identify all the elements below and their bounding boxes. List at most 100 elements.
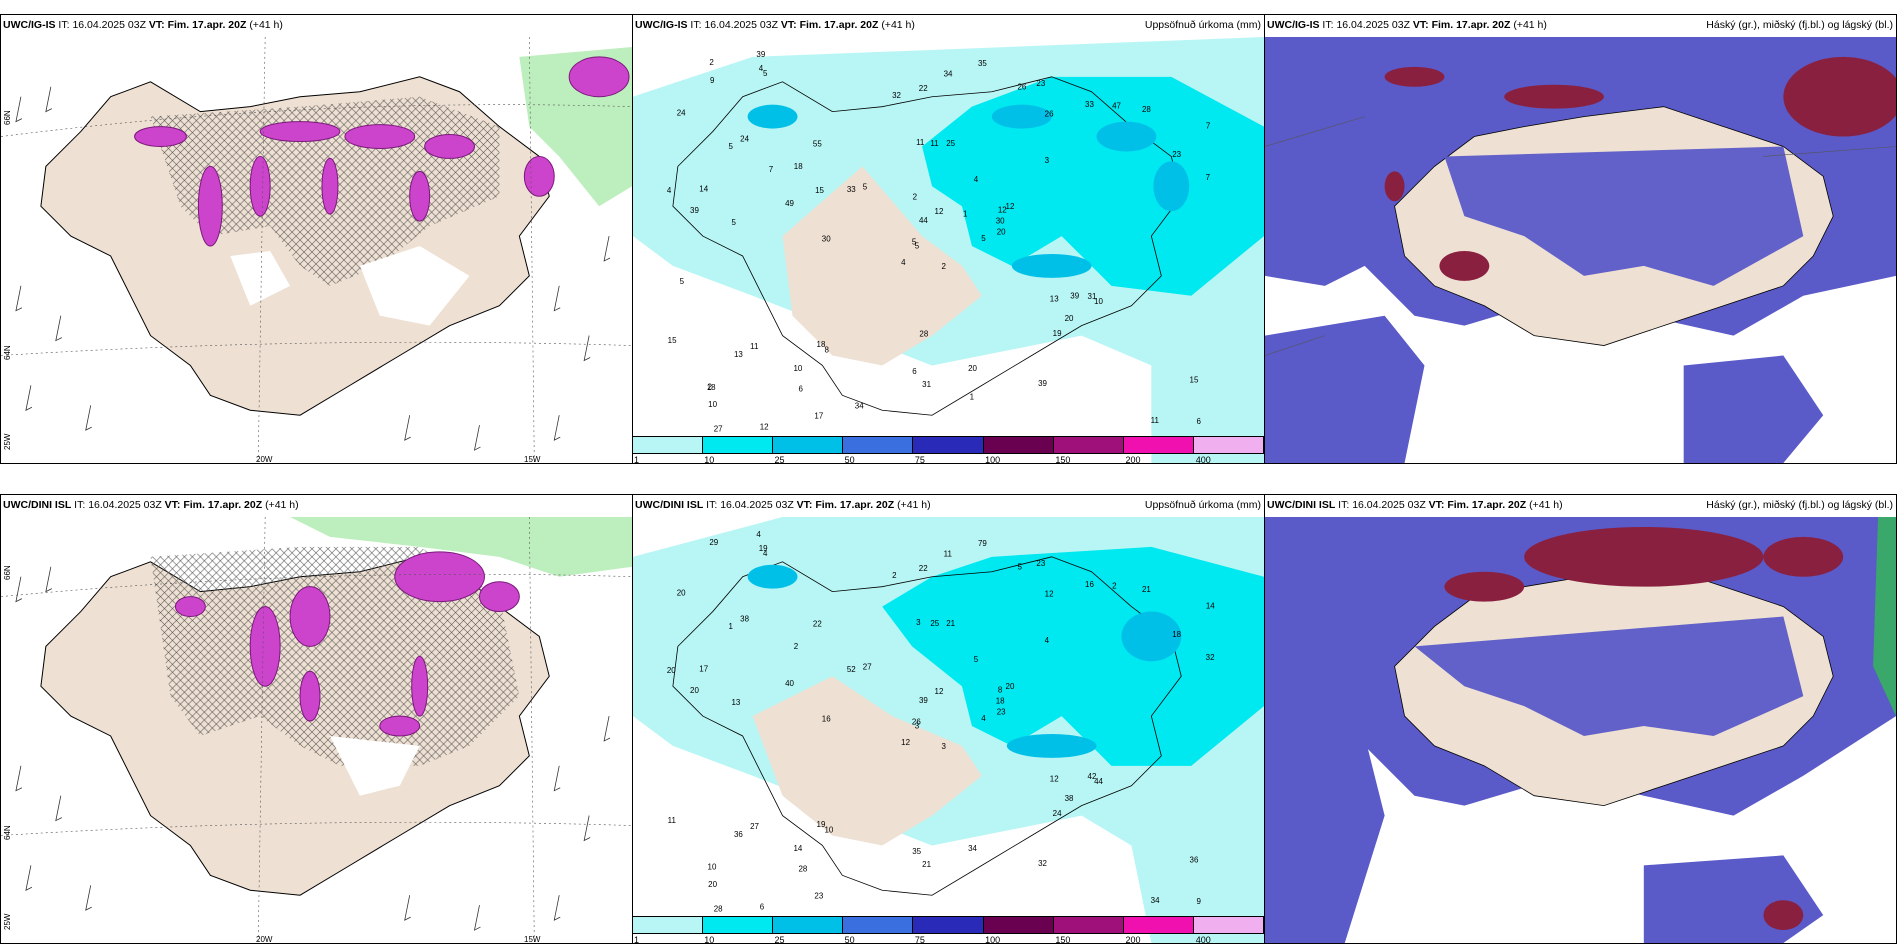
precip-value: 44 <box>1094 777 1103 786</box>
precip-value: 18 <box>996 697 1005 706</box>
precip-value: 24 <box>677 108 686 117</box>
model-name: UWC/IG-IS <box>635 19 688 31</box>
precip-value: 4 <box>901 258 906 267</box>
precip-value: 39 <box>1038 379 1047 388</box>
precip-value: 34 <box>968 844 977 853</box>
precip-value: 40 <box>785 679 794 688</box>
init-label: IT: <box>74 499 86 511</box>
precip-value: 24 <box>1053 809 1062 818</box>
green-snow-area <box>290 517 632 577</box>
precip-value: 22 <box>919 564 928 573</box>
precip-value: 39 <box>919 696 928 705</box>
lon-label-15w: 15W <box>524 935 541 944</box>
precip-value: 23 <box>1036 79 1045 88</box>
graticule <box>1 37 632 463</box>
precip-value: 14 <box>793 844 802 853</box>
colorbar-swatch <box>1193 437 1263 453</box>
precip-value: 20 <box>677 588 686 597</box>
precip-value: 6 <box>798 384 803 393</box>
precip-value: 8 <box>824 345 829 354</box>
map-area <box>1 37 632 463</box>
precip-value: 3 <box>916 618 921 627</box>
precip-value: 12 <box>1006 202 1015 211</box>
precip-value: 6 <box>912 367 917 376</box>
field-title: Háský (gr.), miðský (fj.bl.) og lágský (… <box>1706 499 1893 511</box>
precip-value: 2 <box>942 262 947 271</box>
hatched-snow-area <box>150 546 520 766</box>
precip-value: 4 <box>763 549 768 558</box>
colorbar-swatch <box>1053 437 1124 453</box>
colorbar-swatch <box>703 917 774 933</box>
precip-value: 33 <box>1085 100 1094 109</box>
precip-value: 3 <box>1045 156 1050 165</box>
precip-value: 20 <box>997 227 1006 236</box>
precip-value: 26 <box>912 717 921 726</box>
high-cloud-patches <box>1444 526 1844 931</box>
lon-label-20w: 20W <box>256 455 273 464</box>
precip-colorbar <box>632 436 1264 454</box>
valid-time: Fim. 17.apr. 20Z <box>167 19 247 31</box>
colorbar-swatch <box>633 917 704 933</box>
precip-value: 11 <box>916 138 925 147</box>
init-label: IT: <box>58 19 70 31</box>
colorbar-tick-label: 50 <box>844 455 855 465</box>
field-title: Uppsöfnuð úrkoma (mm) <box>1144 19 1261 31</box>
heavy-precip-cells <box>134 56 630 247</box>
precip-value: 21 <box>922 860 931 869</box>
precip-value: 28 <box>798 864 807 873</box>
colorbar-tick-label: 200 <box>1125 455 1141 465</box>
land-dry-area <box>782 166 982 366</box>
precip-value: 3 <box>942 742 947 751</box>
low-cloud-area <box>1265 315 1425 463</box>
precip-value: 4 <box>756 530 761 539</box>
precip-value: 33 <box>847 185 856 194</box>
precip-value: 5 <box>915 241 920 250</box>
precip-value: 1 <box>728 622 733 631</box>
colorbar-swatch <box>843 437 914 453</box>
precip-value: 32 <box>1038 859 1047 868</box>
precip-value: 44 <box>919 216 928 225</box>
iceland-land <box>672 556 1182 896</box>
precip-value: 7 <box>769 165 774 174</box>
precip-value: 8 <box>998 685 1003 694</box>
precip-value: 2 <box>709 58 714 67</box>
precip-value: 28 <box>714 905 723 914</box>
lat-label-25w: 25W <box>3 433 12 450</box>
precip-value: 7 <box>1206 173 1211 182</box>
precip-value: 24 <box>740 135 749 144</box>
colorbar-tick-label: 50 <box>844 935 855 945</box>
precip-value: 10 <box>824 825 833 834</box>
precip-value: 9 <box>1197 897 1202 906</box>
precip-value: 20 <box>690 686 699 695</box>
precip-value: 5 <box>731 218 736 227</box>
colorbar-swatch <box>843 917 914 933</box>
precip-value: 17 <box>814 412 823 421</box>
precip-medium-area <box>882 546 1264 766</box>
colorbar-tick-label: 75 <box>914 455 925 465</box>
high-cloud-patches <box>1384 56 1896 281</box>
colorbar-tick-label: 100 <box>985 935 1001 945</box>
colorbar-swatch <box>1053 917 1124 933</box>
valid-label: VT: <box>1412 19 1429 31</box>
iceland-land <box>672 76 1182 416</box>
graticule <box>1 517 632 943</box>
precip-value: 2 <box>708 382 713 391</box>
precip-value: 4 <box>974 175 979 184</box>
precip-value: 52 <box>847 665 856 674</box>
precip-value: 35 <box>978 59 987 68</box>
precip-value: 5 <box>1017 563 1022 572</box>
precip-value: 5 <box>981 234 986 243</box>
precip-value: 7 <box>1206 121 1211 130</box>
precip-medium-area <box>922 76 1264 296</box>
precip-value: 28 <box>919 329 928 338</box>
precip-value: 39 <box>1070 292 1079 301</box>
lat-label-25w: 25W <box>3 913 12 930</box>
precip-value: 30 <box>996 217 1005 226</box>
model-name: UWC/DINI ISL <box>635 499 704 511</box>
colorbar-swatch <box>773 917 844 933</box>
panel-header: UWC/DINI ISL IT: 16.04.2025 03Z VT: Fim.… <box>633 495 1264 517</box>
precip-value: 27 <box>714 425 723 434</box>
precip-value: 55 <box>813 139 822 148</box>
precip-value: 23 <box>1172 150 1181 159</box>
colorbar-swatch <box>703 437 774 453</box>
